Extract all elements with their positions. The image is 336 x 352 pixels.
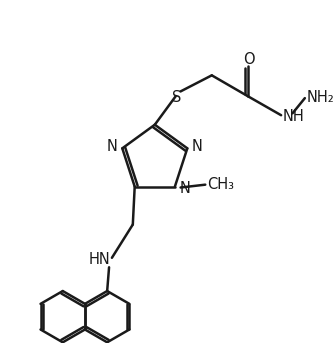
Text: CH₃: CH₃ [207, 177, 234, 192]
Text: NH₂: NH₂ [307, 90, 335, 105]
Text: O: O [243, 52, 255, 67]
Text: HN: HN [88, 252, 110, 267]
Text: N: N [180, 181, 191, 196]
Text: N: N [192, 139, 203, 154]
Text: N: N [107, 139, 118, 154]
Text: NH: NH [283, 109, 305, 124]
Text: S: S [172, 90, 181, 105]
